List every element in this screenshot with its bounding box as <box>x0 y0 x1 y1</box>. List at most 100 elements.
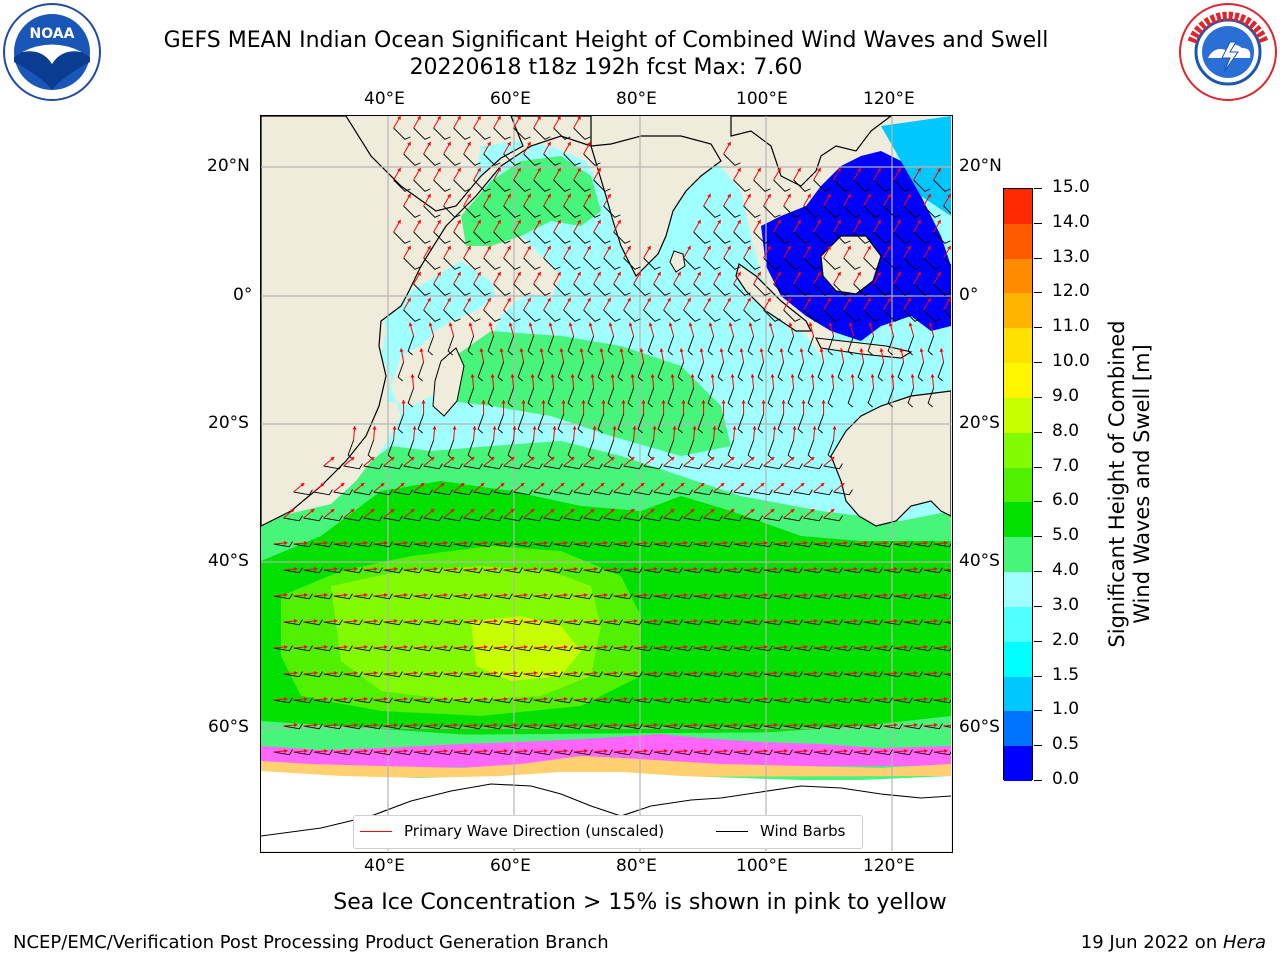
wind-barb <box>323 567 343 574</box>
wind-barb <box>737 361 745 382</box>
colorbar-segment <box>1004 363 1032 399</box>
wave-arrow-head <box>407 193 411 198</box>
wind-barb <box>463 567 483 574</box>
wind-barb <box>913 283 931 296</box>
wave-arrow-head <box>679 348 684 353</box>
wind-barb <box>733 593 753 600</box>
wave-arrow-head <box>723 749 728 754</box>
wind-barb <box>923 723 943 730</box>
wave-arrow-head <box>750 374 755 378</box>
wind-barb <box>723 257 741 270</box>
wind-barb <box>553 645 573 652</box>
wind-barb <box>793 283 811 296</box>
wave-arrow-head <box>839 348 844 353</box>
colorbar-tick-label: 6.0 <box>1052 490 1080 511</box>
wave-arrow-head <box>547 245 551 250</box>
wave-arrow-head <box>499 348 504 353</box>
wave-arrow-head <box>557 167 561 172</box>
wave-arrow-head <box>710 457 715 461</box>
wind-barb <box>853 179 871 192</box>
wave-arrow-head <box>713 723 718 728</box>
wave-arrow-head <box>390 457 395 461</box>
wave-arrow-head <box>453 723 458 728</box>
wave-arrow-head <box>783 749 788 754</box>
wave-arrow-head <box>417 116 421 120</box>
wind-barb <box>603 723 623 730</box>
wind-barb <box>483 153 501 166</box>
wave-arrow-head <box>817 271 821 276</box>
legend-wave-label: Primary Wave Direction (unscaled) <box>404 822 665 840</box>
wind-barb <box>673 697 693 704</box>
wave-arrow-head <box>583 645 588 650</box>
colorbar-tick-mark <box>1034 745 1042 747</box>
wave-arrow-head <box>752 426 757 430</box>
wave-arrow-head <box>643 541 648 546</box>
wave-arrow-head <box>447 193 451 198</box>
colorbar-tick-label: 0.5 <box>1052 734 1080 755</box>
wind-barb <box>573 231 591 244</box>
wave-arrow-head <box>633 567 638 572</box>
wave-arrow-head <box>343 697 348 702</box>
wave-arrow-head <box>630 457 635 461</box>
wave-arrow-head <box>937 167 941 172</box>
wave-arrow-head <box>597 271 601 276</box>
wave-arrow-head <box>557 219 561 224</box>
wave-arrow-head <box>703 645 708 650</box>
lat-label-left-40s: 40°S <box>208 551 249 571</box>
wind-barb <box>563 723 583 730</box>
wave-arrow-head <box>812 426 817 430</box>
wave-arrow-head <box>323 593 328 598</box>
wave-arrow-head <box>681 400 686 404</box>
wave-arrow-head <box>759 348 764 353</box>
wind-barb <box>823 567 843 574</box>
wave-arrow-head <box>650 457 655 461</box>
wind-barb <box>613 231 631 244</box>
wind-barb <box>463 309 481 322</box>
wind-barb <box>717 361 725 382</box>
wind-barb <box>727 335 735 356</box>
wind-barb <box>363 463 383 470</box>
wind-barb <box>583 257 601 270</box>
wind-barb <box>303 619 323 626</box>
sea-ice-footnote: Sea Ice Concentration > 15% is shown in … <box>333 890 947 915</box>
wave-arrow-head <box>783 697 788 702</box>
wind-barb <box>507 335 515 356</box>
wind-barb <box>613 749 633 756</box>
wave-arrow-head <box>450 509 455 513</box>
wave-arrow-head <box>563 541 568 546</box>
wave-arrow-head <box>400 483 405 487</box>
wave-arrow-head <box>767 245 771 250</box>
wind-barb <box>573 697 593 704</box>
wind-barb <box>543 671 563 678</box>
wind-barb <box>913 231 931 244</box>
wave-arrow-head <box>650 509 655 513</box>
wave-arrow-head <box>657 271 661 276</box>
colorbar-tick-label: 9.0 <box>1052 385 1080 406</box>
wave-arrow-head <box>893 619 898 624</box>
colorbar-tick-mark <box>1034 780 1042 781</box>
wave-arrow-head <box>710 374 715 378</box>
wind-barb <box>767 387 775 408</box>
wave-arrow-head <box>597 167 601 172</box>
wave-arrow-head <box>843 749 848 754</box>
wind-barb <box>583 567 603 574</box>
wave-arrow-head <box>639 348 644 353</box>
lat-label-right-20s: 20°S <box>959 413 1000 433</box>
lon-label-bottom-40e: 40°E <box>364 856 405 876</box>
wind-barb <box>803 205 821 218</box>
wind-barb <box>793 231 811 244</box>
wave-arrow-head <box>937 219 941 224</box>
wave-arrow-head <box>397 167 401 172</box>
wind-barb <box>783 205 801 218</box>
wind-barb <box>733 645 753 652</box>
wave-arrow-head <box>863 593 868 598</box>
wave-arrow-head <box>743 541 748 546</box>
wave-arrow-head <box>587 141 591 146</box>
wave-arrow-head <box>397 116 401 120</box>
colorbar-tick-label: 2.0 <box>1052 629 1080 650</box>
wave-arrow-head <box>557 116 561 120</box>
wind-barb <box>743 723 763 730</box>
wave-arrow-head <box>303 749 308 754</box>
wind-barb <box>453 593 473 600</box>
wave-arrow-head <box>617 219 621 224</box>
